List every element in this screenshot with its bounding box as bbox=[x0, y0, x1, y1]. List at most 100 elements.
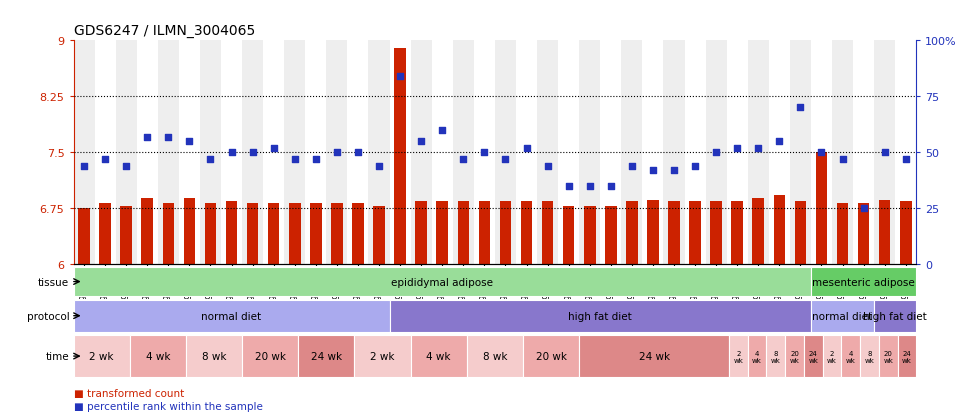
Point bbox=[476, 150, 492, 156]
Bar bbox=[326, 41, 348, 264]
Bar bbox=[205, 203, 217, 264]
Bar bbox=[748, 41, 769, 264]
Point bbox=[856, 205, 871, 212]
Bar bbox=[94, 41, 116, 264]
Bar bbox=[474, 41, 495, 264]
Point bbox=[645, 167, 661, 174]
Point bbox=[308, 156, 323, 163]
Point bbox=[414, 138, 429, 145]
Text: 20 wk: 20 wk bbox=[536, 351, 566, 361]
Text: 24
wk: 24 wk bbox=[808, 350, 818, 363]
Bar bbox=[411, 335, 466, 377]
Bar bbox=[310, 203, 321, 264]
Text: tissue: tissue bbox=[38, 277, 70, 287]
Text: high fat diet: high fat diet bbox=[863, 311, 927, 321]
Bar bbox=[355, 335, 411, 377]
Text: 2 wk: 2 wk bbox=[89, 351, 114, 361]
Bar bbox=[727, 41, 748, 264]
Bar bbox=[559, 41, 579, 264]
Bar bbox=[99, 203, 111, 264]
Text: ■ percentile rank within the sample: ■ percentile rank within the sample bbox=[74, 401, 263, 411]
Bar bbox=[854, 41, 874, 264]
Bar bbox=[811, 300, 874, 332]
Point bbox=[181, 138, 197, 145]
Bar bbox=[74, 300, 390, 332]
Point bbox=[119, 163, 134, 169]
Point bbox=[624, 163, 640, 169]
Bar bbox=[706, 41, 727, 264]
Bar bbox=[225, 202, 237, 264]
Bar bbox=[495, 41, 516, 264]
Bar bbox=[368, 41, 390, 264]
Bar bbox=[78, 209, 90, 264]
Point bbox=[223, 150, 239, 156]
Bar bbox=[769, 41, 790, 264]
Point bbox=[498, 156, 514, 163]
Bar bbox=[785, 335, 804, 377]
Bar bbox=[453, 41, 474, 264]
Text: protocol: protocol bbox=[26, 311, 70, 321]
Bar bbox=[832, 41, 854, 264]
Bar bbox=[811, 267, 916, 297]
Bar bbox=[242, 41, 263, 264]
Bar bbox=[753, 199, 764, 264]
Bar bbox=[416, 202, 427, 264]
Bar bbox=[373, 206, 385, 264]
Text: 4
wk: 4 wk bbox=[753, 350, 762, 363]
Text: 2
wk: 2 wk bbox=[733, 350, 743, 363]
Bar bbox=[500, 202, 512, 264]
Bar bbox=[900, 202, 911, 264]
Text: 8
wk: 8 wk bbox=[864, 350, 874, 363]
Bar bbox=[74, 41, 94, 264]
Bar bbox=[874, 41, 896, 264]
Bar bbox=[668, 202, 680, 264]
Bar bbox=[898, 335, 916, 377]
Bar bbox=[178, 41, 200, 264]
Bar bbox=[822, 335, 842, 377]
Bar bbox=[136, 41, 158, 264]
Point bbox=[329, 150, 345, 156]
Bar bbox=[394, 49, 406, 264]
Bar bbox=[563, 206, 574, 264]
Bar bbox=[183, 199, 195, 264]
Bar bbox=[478, 202, 490, 264]
Bar bbox=[837, 203, 849, 264]
Bar bbox=[643, 41, 663, 264]
Bar bbox=[748, 335, 766, 377]
Point bbox=[456, 156, 471, 163]
Bar bbox=[129, 335, 186, 377]
Point bbox=[287, 156, 303, 163]
Bar bbox=[390, 300, 811, 332]
Point bbox=[835, 156, 851, 163]
Point bbox=[540, 163, 556, 169]
Point bbox=[350, 150, 366, 156]
Point bbox=[245, 150, 261, 156]
Bar bbox=[621, 41, 643, 264]
Text: 4
wk: 4 wk bbox=[846, 350, 856, 363]
Bar bbox=[626, 202, 638, 264]
Text: 8
wk: 8 wk bbox=[771, 350, 781, 363]
Text: 20 wk: 20 wk bbox=[255, 351, 285, 361]
Bar bbox=[663, 41, 685, 264]
Point bbox=[561, 183, 576, 190]
Text: 24
wk: 24 wk bbox=[902, 350, 911, 363]
Bar bbox=[242, 335, 298, 377]
Bar bbox=[685, 41, 706, 264]
Bar bbox=[74, 267, 811, 297]
Bar bbox=[247, 203, 259, 264]
Bar bbox=[879, 200, 891, 264]
Text: ■ transformed count: ■ transformed count bbox=[74, 388, 183, 398]
Bar bbox=[710, 202, 722, 264]
Bar bbox=[689, 202, 701, 264]
Bar bbox=[158, 41, 178, 264]
Bar bbox=[163, 203, 174, 264]
Point bbox=[898, 156, 913, 163]
Point bbox=[518, 145, 534, 152]
Point bbox=[392, 74, 408, 80]
Point bbox=[666, 167, 682, 174]
Bar bbox=[298, 335, 355, 377]
Bar bbox=[432, 41, 453, 264]
Point bbox=[97, 156, 113, 163]
Bar bbox=[896, 41, 916, 264]
Bar bbox=[795, 202, 807, 264]
